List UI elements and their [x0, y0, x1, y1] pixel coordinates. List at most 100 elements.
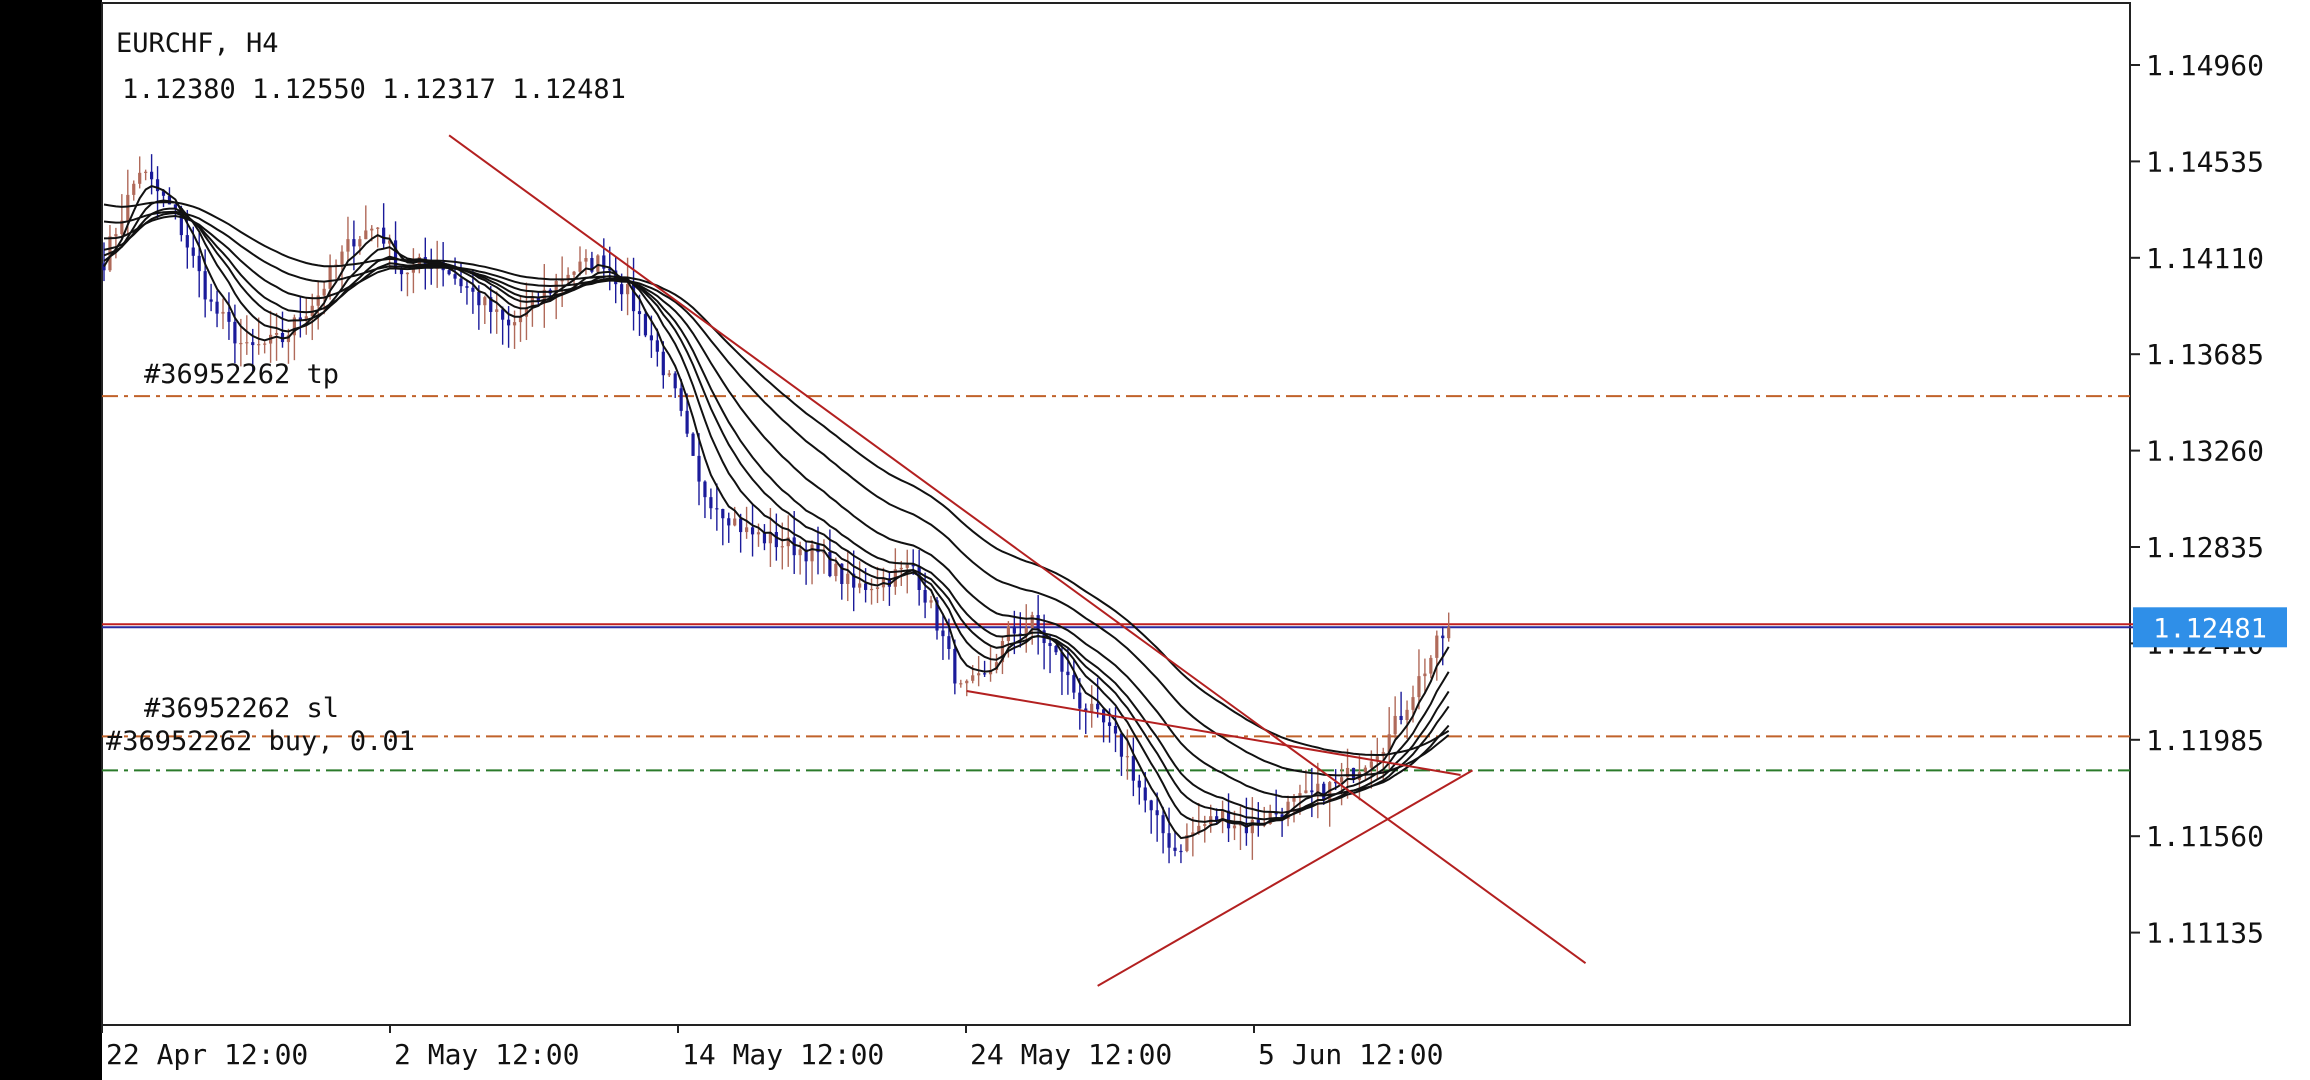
candle-body [518, 316, 523, 323]
tp-order-label: #36952262 tp [144, 359, 339, 390]
candle-body [965, 680, 969, 684]
candle-body [221, 311, 225, 314]
chart-frame [101, 2, 2131, 1026]
candle-body [1244, 823, 1248, 834]
candle-body [667, 373, 671, 376]
candle-body [703, 481, 707, 498]
candle-body [340, 251, 344, 265]
trendline-support[interactable] [1097, 769, 1473, 987]
candle-body [1102, 709, 1106, 723]
candle-body [1119, 733, 1124, 757]
moving-average-line [103, 214, 1450, 799]
candle-body [1185, 835, 1189, 851]
candle-body [167, 195, 172, 205]
candle-body [1274, 812, 1278, 815]
candle-body [512, 322, 517, 326]
plot-border [101, 2, 2131, 1026]
candle-body [923, 589, 927, 603]
candle-body [501, 309, 505, 320]
candle-body [1405, 709, 1409, 721]
candle-body [816, 544, 820, 553]
candle-body [959, 683, 963, 685]
candle-body [1090, 703, 1094, 712]
candle-body [584, 258, 588, 262]
candle-body [120, 220, 124, 235]
candle-body [1417, 676, 1421, 698]
candle-body [286, 335, 291, 343]
candle-body [786, 537, 790, 547]
candle-body [869, 588, 874, 591]
candle-body [536, 296, 540, 302]
candle-body [382, 227, 386, 244]
candle-body [1125, 756, 1129, 758]
candle-body [251, 342, 255, 346]
candle-body [495, 309, 499, 312]
candle-body [274, 333, 279, 335]
candle-body [780, 546, 784, 548]
candle-body [875, 587, 880, 589]
candle-body [774, 532, 778, 548]
candle-body [834, 563, 838, 577]
candle-body [1096, 703, 1100, 710]
candle-body [840, 563, 844, 584]
moving-average-line [103, 207, 1450, 821]
candle-body [828, 551, 832, 577]
candle-body [1215, 816, 1219, 822]
candle-body [554, 280, 558, 294]
candle-body [477, 291, 481, 306]
price-tick-label: 1.13260 [2146, 435, 2264, 468]
price-tick-label: 1.11560 [2146, 820, 2264, 853]
candle-body [1393, 715, 1397, 735]
price-tick-label: 1.11985 [2146, 724, 2264, 757]
price-tick-label: 1.11135 [2146, 917, 2264, 950]
trendline-downtrend[interactable] [448, 134, 1587, 965]
candle-body [911, 564, 915, 567]
candle-body [1280, 814, 1284, 819]
candle-body [150, 171, 154, 180]
candle-body [953, 648, 957, 684]
time-tick-label: 14 May 12:00 [682, 1038, 884, 1071]
moving-average-line [103, 210, 1450, 777]
candle-body [203, 271, 207, 300]
candle-body [459, 278, 463, 287]
candle-body [596, 255, 600, 272]
candle-body [798, 549, 802, 556]
trendlines[interactable] [448, 134, 1587, 987]
candle-body [1191, 832, 1195, 836]
candle-body [328, 266, 332, 289]
candle-body [691, 433, 695, 456]
candle-body [1286, 801, 1290, 819]
candle-body [768, 532, 772, 544]
trendline-flag-top[interactable] [966, 690, 1461, 776]
candle-body [750, 527, 755, 535]
candle-body [1250, 819, 1254, 834]
candle-body [1411, 697, 1415, 710]
candle-body [1447, 627, 1451, 639]
candle-body [215, 301, 219, 314]
candle-body [1399, 715, 1403, 721]
candle-body [1048, 643, 1052, 647]
candle-body [733, 518, 737, 526]
entry-order-label: #36952262 buy, 0.01 [106, 726, 415, 757]
candle-body [1167, 833, 1171, 848]
symbol-timeframe: EURCHF, H4 [116, 28, 279, 59]
candle-body [507, 319, 511, 326]
candle-body [572, 271, 576, 275]
candle-body [132, 183, 136, 195]
candle-body [489, 297, 493, 312]
candle-body [1179, 850, 1183, 853]
candle-body [1322, 783, 1326, 800]
current-price-tag: 1.12481 [2133, 607, 2287, 648]
candle-body [1334, 782, 1338, 784]
candle-body [852, 573, 856, 588]
candle-body [1131, 756, 1135, 781]
price-axis: 1.14960 1.14535 1.14110 1.13685 1.13260 1.128… [2130, 49, 2264, 950]
candle-body [1226, 810, 1231, 829]
candle-body [1203, 824, 1207, 826]
candle-body [947, 636, 951, 649]
time-tick-label: 22 Apr 12:00 [106, 1038, 308, 1071]
candle-body [102, 263, 106, 271]
candle-body [388, 240, 392, 244]
candle-body [1137, 780, 1141, 788]
